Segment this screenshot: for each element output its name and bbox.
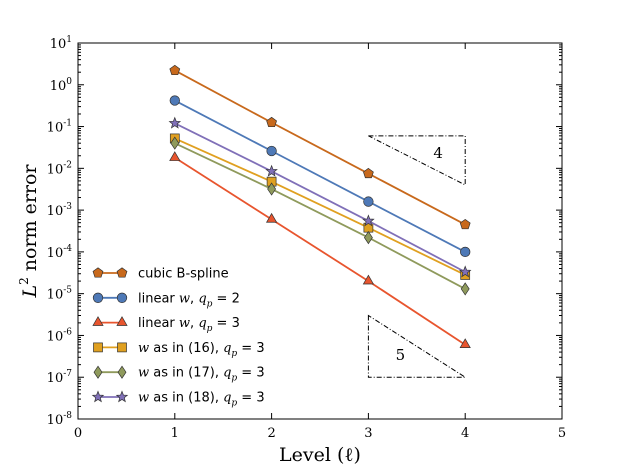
data-series [168,64,472,348]
plot-frame [77,42,563,420]
series-0 [169,64,471,230]
data-point [265,212,278,223]
data-point [266,145,277,157]
y-tick-label: 10-6 [47,327,73,344]
data-point [168,116,182,129]
series-line [174,99,466,253]
data-point [363,230,373,245]
series-5 [168,116,472,278]
legend-entry: w as in (17), qp = 3 [93,365,265,384]
legend-label: linear w, qp = 3 [138,316,240,334]
x-tick-label: 4 [461,426,469,441]
legend-label: linear w, qp = 2 [138,291,240,309]
y-tick-label: 10-1 [47,119,72,136]
legend: cubic B-spline linear w, qp = 2 linear w, … [91,267,265,409]
slope-triangle [368,135,466,186]
legend-marker [93,342,103,353]
x-tick-label: 5 [558,426,566,441]
legend-entry: cubic B-spline [92,267,229,282]
x-tick-label: 1 [171,426,179,441]
series-2 [169,151,471,348]
legend-label: w as in (18), qp = 3 [138,391,265,409]
y-tick-label: 10-2 [47,160,72,177]
data-point [267,182,277,196]
legend-marker [93,365,103,379]
x-tick-label: 3 [364,426,372,441]
data-point [363,167,374,179]
legend-label: w as in (17), qp = 3 [138,366,265,384]
y-tick-label: 101 [50,35,72,52]
y-tick-label: 10-8 [47,411,73,428]
y-tick-label: 10-5 [47,286,73,303]
legend-entry: w as in (18), qp = 3 [91,390,265,409]
slope-label: 4 [433,144,443,162]
data-point [169,95,180,106]
y-tick-label: 10-7 [47,369,73,386]
legend-marker [91,390,105,403]
y-tick-label: 10-3 [47,202,73,219]
slope-triangles: 45 [367,135,467,378]
data-point [459,338,471,348]
legend-marker [115,390,129,403]
x-tick-label: 2 [267,426,275,441]
legend-marker [117,342,127,353]
data-point [362,274,375,285]
data-point [458,265,472,278]
data-point [460,246,471,258]
legend-marker [92,292,104,303]
data-point [265,164,278,177]
legend-marker [92,316,104,326]
legend-entry: linear w, qp = 2 [92,291,240,309]
series-line [174,137,466,276]
y-axis-label-sup: 2 [17,277,31,285]
data-point [459,218,471,230]
series-line [174,69,466,226]
y-tick-label: 10-4 [47,244,73,261]
y-axis-label-base: L [19,285,41,299]
legend-marker [116,316,128,326]
slope-triangle [367,314,467,378]
series-line [174,142,466,290]
series-line [174,122,466,273]
series-4 [170,136,470,296]
data-point [460,282,470,296]
legend-marker [116,292,128,303]
legend-marker [117,365,127,379]
y-tick-label: 100 [50,77,73,94]
data-point [169,151,181,161]
slope-label: 5 [396,346,406,364]
data-point [362,214,375,227]
data-point [266,116,277,128]
legend-marker [116,267,128,278]
x-axis-label: Level (ℓ) [279,444,361,466]
legend-entry: w as in (16), qp = 3 [93,341,265,359]
data-point [363,196,374,207]
data-point [170,136,180,150]
y-axis-label-rest: norm error [19,164,41,278]
y-axis-label: L2 norm error [17,164,41,299]
legend-label: cubic B-spline [138,267,229,282]
data-point [169,64,181,76]
x-tick-label: 0 [74,426,82,441]
series-line [174,156,466,346]
legend-entry: linear w, qp = 3 [92,316,240,334]
legend-label: w as in (16), qp = 3 [138,341,265,359]
y-axis-ticks: 10-8 10-7 10-6 10-5 10-4 10-3 10-2 10-1 100 101 [47,35,562,428]
series-1 [169,95,471,258]
legend-marker [92,267,104,278]
